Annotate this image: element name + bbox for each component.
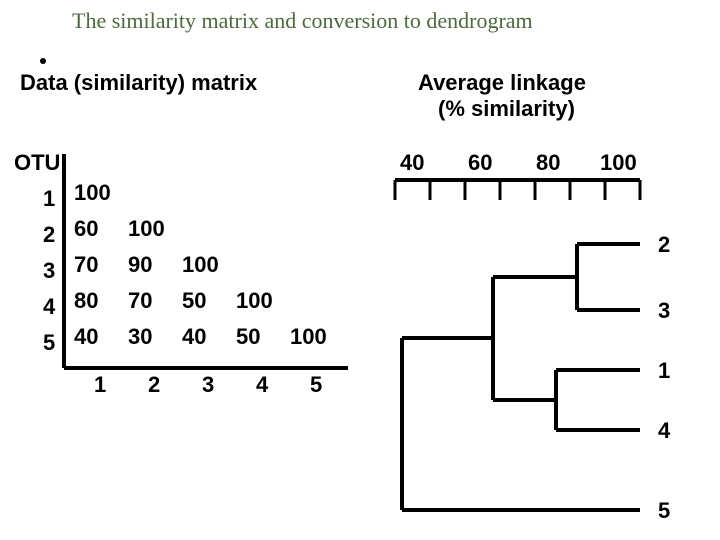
matrix-cell: 80 [74, 288, 98, 314]
matrix-cell: 30 [128, 324, 152, 350]
scale-label: 100 [600, 150, 637, 176]
matrix-cell: 50 [236, 324, 260, 350]
matrix-cell: 100 [182, 252, 219, 278]
scale-label: 60 [468, 150, 492, 176]
dendrogram-svg [0, 0, 720, 540]
matrix-cell: 100 [290, 324, 327, 350]
matrix-cell: 100 [236, 288, 273, 314]
matrix-col-label: 2 [148, 372, 160, 398]
matrix-cell: 70 [128, 288, 152, 314]
matrix-cell: 40 [182, 324, 206, 350]
scale-label: 40 [400, 150, 424, 176]
matrix-cell: 60 [74, 216, 98, 242]
leaf-label: 3 [658, 298, 670, 324]
matrix-cell: 70 [74, 252, 98, 278]
matrix-row-label: 1 [43, 186, 55, 212]
leaf-label: 4 [658, 418, 670, 444]
matrix-col-label: 5 [310, 372, 322, 398]
matrix-col-label: 1 [94, 372, 106, 398]
matrix-row-label: 3 [43, 258, 55, 284]
matrix-cell: 100 [128, 216, 165, 242]
matrix-col-label: 3 [202, 372, 214, 398]
matrix-row-label: 4 [43, 294, 55, 320]
matrix-row-label: 5 [43, 330, 55, 356]
matrix-cell: 40 [74, 324, 98, 350]
leaf-label: 1 [658, 358, 670, 384]
leaf-label: 5 [658, 498, 670, 524]
leaf-label: 2 [658, 232, 670, 258]
matrix-cell: 50 [182, 288, 206, 314]
matrix-cell: 90 [128, 252, 152, 278]
matrix-row-label: 2 [43, 222, 55, 248]
matrix-cell: 100 [74, 180, 111, 206]
matrix-col-label: 4 [256, 372, 268, 398]
scale-label: 80 [536, 150, 560, 176]
